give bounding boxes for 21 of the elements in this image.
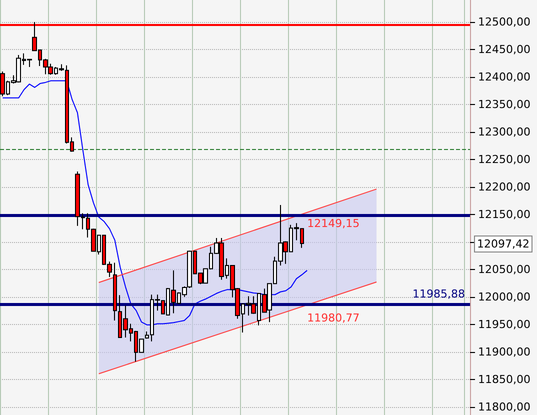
text: 12097,42: [477, 238, 530, 251]
y-tick-label: 11850,00: [478, 372, 530, 386]
y-tick-label: 12200,00: [478, 180, 530, 194]
y-tick-label: 12150,00: [478, 208, 530, 221]
y-tick-label: 11800,00: [478, 400, 530, 414]
y-tick-label: 11950,00: [478, 318, 530, 331]
line-series: [2, 80, 308, 326]
candlestick: [145, 330, 149, 340]
ref-line-label: 11985,88: [412, 288, 465, 301]
annotation: 12149,15: [307, 216, 360, 230]
y-tick-label: 12000,00: [478, 290, 530, 304]
y-tick-label: 11900,00: [478, 345, 530, 358]
y-tick-label: 12350,00: [478, 98, 530, 111]
candlestick: [113, 262, 117, 321]
y-tick-label: 12450,00: [478, 42, 530, 56]
y-tick-label: 12050,00: [478, 262, 530, 276]
y-tick-label: 12500,00: [478, 15, 530, 28]
annotation: 11980,77: [307, 311, 360, 324]
y-tick-label: 12250,00: [478, 152, 530, 166]
y-tick-label: 12300,00: [478, 125, 530, 138]
y-tick-label: 12400,00: [478, 70, 530, 84]
